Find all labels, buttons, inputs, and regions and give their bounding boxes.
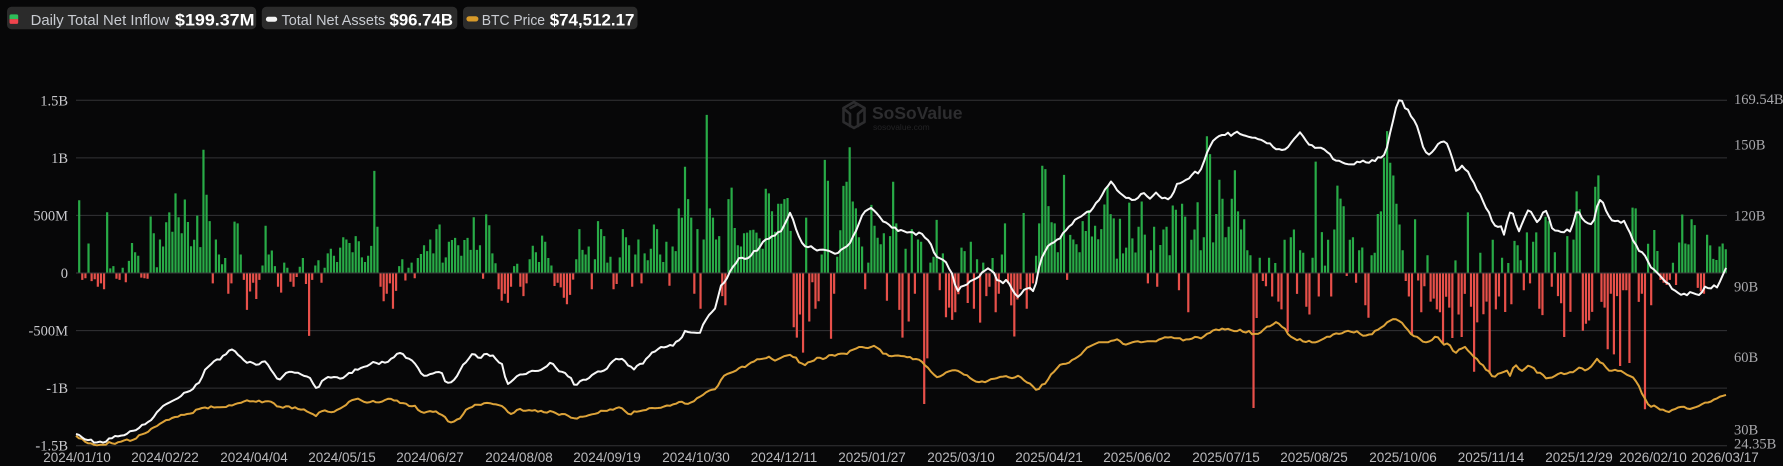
svg-text:-1.5B: -1.5B (35, 439, 68, 455)
svg-text:24.35B: 24.35B (1734, 437, 1776, 453)
svg-text:2025/04/21: 2025/04/21 (1015, 450, 1083, 465)
svg-text:150B: 150B (1734, 138, 1765, 154)
svg-text:sosovalue.com: sosovalue.com (873, 122, 930, 132)
svg-text:30B: 30B (1734, 423, 1758, 439)
svg-text:1.5B: 1.5B (40, 93, 68, 109)
svg-text:2024/12/11: 2024/12/11 (751, 450, 818, 465)
svg-text:1B: 1B (51, 151, 68, 167)
svg-text:2024/04/04: 2024/04/04 (220, 450, 288, 465)
svg-text:2024/01/10: 2024/01/10 (43, 450, 111, 465)
svg-text:$74,512.17: $74,512.17 (550, 10, 635, 29)
svg-text:2024/08/08: 2024/08/08 (485, 450, 553, 465)
svg-text:2025/07/15: 2025/07/15 (1192, 450, 1260, 465)
svg-text:2024/06/27: 2024/06/27 (396, 450, 464, 465)
svg-text:2025/11/14: 2025/11/14 (1458, 450, 1525, 465)
svg-text:2026/03/17: 2026/03/17 (1691, 450, 1759, 465)
svg-text:60B: 60B (1734, 350, 1758, 366)
svg-text:120B: 120B (1734, 208, 1765, 224)
svg-text:2026/02/10: 2026/02/10 (1619, 450, 1687, 465)
svg-text:2025/06/02: 2025/06/02 (1103, 450, 1171, 465)
svg-text:Total Net Assets: Total Net Assets (282, 12, 386, 29)
svg-text:-500M: -500M (29, 324, 69, 340)
svg-text:2025/12/29: 2025/12/29 (1545, 450, 1613, 465)
svg-text:2024/02/22: 2024/02/22 (131, 450, 199, 465)
svg-text:$199.37M: $199.37M (175, 10, 255, 29)
svg-text:0: 0 (61, 266, 68, 282)
svg-text:2024/10/30: 2024/10/30 (662, 450, 730, 465)
svg-text:SoSoValue: SoSoValue (872, 103, 963, 123)
svg-text:2025/01/27: 2025/01/27 (838, 450, 906, 465)
svg-text:Daily Total Net Inflow: Daily Total Net Inflow (31, 12, 170, 29)
svg-text:169.54B: 169.54B (1734, 92, 1783, 108)
svg-text:2025/03/10: 2025/03/10 (927, 450, 995, 465)
svg-text:2025/08/25: 2025/08/25 (1280, 450, 1348, 465)
svg-text:-1B: -1B (46, 381, 68, 397)
svg-text:BTC Price: BTC Price (482, 12, 545, 29)
svg-text:90B: 90B (1734, 279, 1758, 295)
svg-text:2025/10/06: 2025/10/06 (1369, 450, 1437, 465)
svg-text:$96.74B: $96.74B (390, 10, 454, 29)
svg-text:2024/05/15: 2024/05/15 (308, 450, 376, 465)
svg-text:500M: 500M (33, 208, 68, 224)
svg-text:2024/09/19: 2024/09/19 (573, 450, 641, 465)
